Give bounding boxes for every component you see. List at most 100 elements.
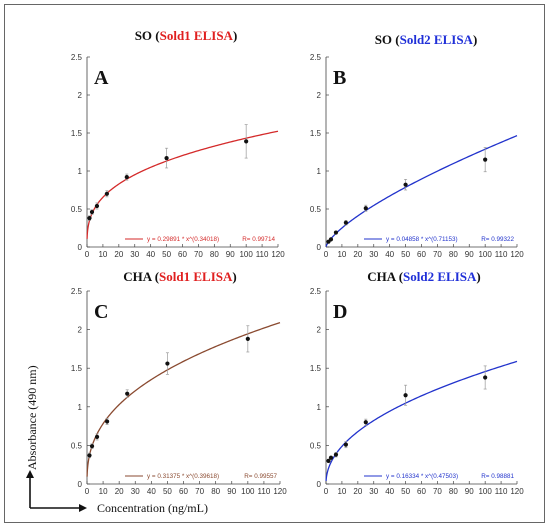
data-point	[333, 230, 339, 235]
y-tick-label: 2.5	[71, 53, 83, 62]
data-point	[165, 361, 170, 366]
x-tick-label: 110	[495, 250, 508, 259]
data-point	[483, 375, 488, 380]
x-tick-label: 10	[99, 487, 108, 496]
data-point	[328, 237, 334, 242]
fit-r-value: R= 0.99714	[242, 236, 275, 243]
x-tick-label: 60	[179, 487, 188, 496]
y-tick-label: 0.5	[310, 441, 322, 450]
data-point	[164, 155, 169, 161]
panel-title-suffix: )	[473, 32, 477, 47]
panel-title-prefix: CHA (	[123, 269, 159, 284]
shared-y-axis-label: Absorbance (490 nm)	[25, 365, 39, 470]
y-tick-label: 2.5	[310, 287, 322, 296]
y-tick-label: 0	[317, 480, 322, 489]
panel-title: CHA (Sold1 ELISA)	[123, 269, 236, 284]
x-tick-label: 90	[465, 487, 474, 496]
y-tick-label: 2.5	[310, 53, 322, 62]
data-point	[94, 434, 100, 440]
panel-letter: C	[94, 301, 108, 323]
x-tick-label: 0	[324, 487, 329, 496]
y-tick-label: 2	[317, 91, 322, 100]
x-tick-label: 20	[353, 250, 362, 259]
data-point	[124, 174, 129, 180]
data-point	[245, 336, 250, 341]
data-point	[483, 157, 488, 162]
x-tick-label: 40	[385, 250, 394, 259]
x-tick-label: 50	[401, 487, 410, 496]
y-tick-label: 0.5	[71, 441, 83, 450]
data-point	[87, 216, 92, 221]
y-tick-label: 1	[317, 403, 322, 412]
x-tick-label: 30	[369, 487, 378, 496]
x-tick-label: 110	[256, 250, 269, 259]
fit-equation: y = 0.31375 * x^(0.39618)	[147, 473, 219, 480]
data-point	[104, 191, 109, 196]
y-arrow-head	[26, 470, 34, 478]
y-tick-label: 1	[78, 167, 83, 176]
x-tick-label: 20	[114, 250, 123, 259]
y-tick-label: 0	[317, 243, 322, 252]
panel-title-suffix: )	[233, 28, 237, 43]
x-tick-label: 70	[195, 487, 204, 496]
data-point	[94, 203, 100, 209]
panel-title-prefix: CHA (	[367, 269, 403, 284]
x-tick-label: 100	[478, 487, 492, 496]
x-tick-label: 0	[324, 250, 329, 259]
panel-b: SO (Sold2 ELISA) 0 0.5 1 1.5 2 2.5 0 10 20 30 40 50 6…	[310, 32, 524, 259]
x-tick-label: 70	[433, 250, 442, 259]
data-point	[105, 419, 110, 424]
x-tick-label: 60	[417, 487, 426, 496]
x-tick-label: 40	[147, 487, 156, 496]
data-point	[89, 444, 95, 449]
data-point	[326, 458, 331, 463]
data-point	[403, 182, 408, 187]
chart-panels: SO (Sold1 ELISA)00.511.522.50 10 20 30 40 50 6…	[71, 28, 524, 496]
data-point	[328, 455, 334, 460]
y-tick-label: 2.5	[71, 287, 83, 296]
x-tick-label: 80	[211, 487, 220, 496]
y-tick-label: 1.5	[71, 364, 83, 373]
y-tick-label: 1	[317, 167, 322, 176]
panel-title-suffix: )	[476, 269, 480, 284]
data-point	[244, 139, 249, 144]
panel-title-suffix: )	[232, 269, 236, 284]
shared-axis-arrows	[26, 470, 87, 512]
data-point	[125, 391, 130, 396]
panel-letter: A	[94, 67, 109, 89]
panel-letter: B	[333, 67, 346, 89]
fit-r-value: R= 0.98881	[481, 473, 514, 480]
panel-title-assay: Sold2 ELISA	[403, 269, 477, 284]
data-point	[343, 220, 348, 225]
x-tick-label: 30	[130, 250, 139, 259]
fit-curve	[325, 135, 518, 247]
x-tick-label: 120	[510, 250, 524, 259]
y-tick-label: 1.5	[310, 129, 322, 138]
x-tick-label: 30	[369, 250, 378, 259]
x-tick-label: 80	[449, 487, 458, 496]
panel-a: SO (Sold1 ELISA) 0 0.5 1 1.5 2 2.5 0 10 20 30 40 50 6…	[71, 28, 285, 259]
x-tick-label: 40	[385, 487, 394, 496]
x-tick-label: 40	[146, 250, 155, 259]
x-tick-label: 110	[495, 487, 508, 496]
x-tick-label: 60	[417, 250, 426, 259]
x-tick-label: 120	[510, 487, 524, 496]
x-arrow-head	[79, 504, 87, 512]
fit-r-value: R= 0.99557	[244, 473, 277, 480]
x-tick-label: 50	[401, 250, 410, 259]
x-tick-label: 60	[178, 250, 187, 259]
fit-curve	[325, 360, 518, 482]
fit-equation: y = 0.16334 * x^(0.47503)	[386, 473, 458, 480]
x-tick-label: 120	[273, 487, 287, 496]
x-tick-label: 20	[115, 487, 124, 496]
fit-curve	[86, 321, 281, 477]
x-tick-label: 100	[239, 250, 253, 259]
panel-d: CHA (Sold2 ELISA) 0 0.5 1 1.5 2 2.5 0 10 20 30 40 50…	[310, 269, 524, 496]
fit-equation: y = 0.04858 * x^(0.71153)	[386, 236, 458, 243]
panel-title-assay: Sold2 ELISA	[400, 32, 474, 47]
y-tick-label: 0.5	[310, 205, 322, 214]
y-tick-label: 1.5	[310, 364, 322, 373]
data-point	[403, 393, 408, 398]
y-tick-label: 0	[78, 243, 83, 252]
